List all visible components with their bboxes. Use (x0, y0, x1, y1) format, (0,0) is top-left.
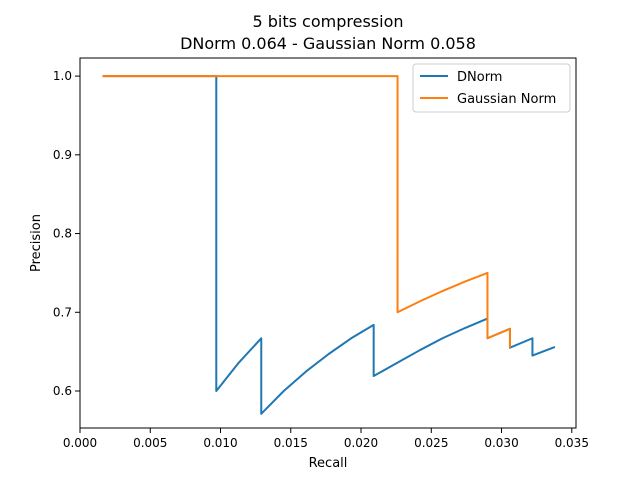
chart-subtitle: DNorm 0.064 - Gaussian Norm 0.058 (180, 34, 476, 53)
x-tick-label: 0.025 (414, 436, 448, 450)
x-tick-label: 0.035 (555, 436, 589, 450)
chart-title: 5 bits compression (252, 12, 403, 31)
series-line-gaussian-norm (102, 75, 511, 348)
x-axis-label: Recall (309, 456, 348, 471)
series-layer (102, 75, 556, 415)
x-tick-label: 0.030 (484, 436, 518, 450)
y-axis-label: Precision (29, 214, 44, 272)
y-axis-ticks: 0.6 0.7 0.8 0.9 1.0 (53, 69, 80, 398)
legend: DNorm Gaussian Norm (412, 63, 571, 113)
y-tick-label: 1.0 (53, 69, 72, 83)
legend-label-gaussian-norm: Gaussian Norm (457, 92, 556, 107)
y-tick-label: 0.9 (53, 148, 72, 162)
legend-box (412, 63, 571, 113)
plot-frame (79, 57, 577, 429)
x-tick-label: 0.015 (274, 436, 308, 450)
legend-label-dnorm: DNorm (457, 70, 502, 85)
x-tick-label: 0.010 (203, 436, 237, 450)
x-axis-ticks: 0.000 0.005 0.010 0.015 0.020 0.025 0.030 0.035 (63, 428, 589, 450)
y-tick-label: 0.6 (53, 384, 72, 398)
x-tick-label: 0.005 (133, 436, 167, 450)
x-tick-label: 0.000 (63, 436, 97, 450)
series-line-dnorm (102, 75, 556, 415)
y-tick-label: 0.8 (53, 227, 72, 241)
y-tick-label: 0.7 (53, 305, 72, 319)
x-tick-label: 0.020 (344, 436, 378, 450)
